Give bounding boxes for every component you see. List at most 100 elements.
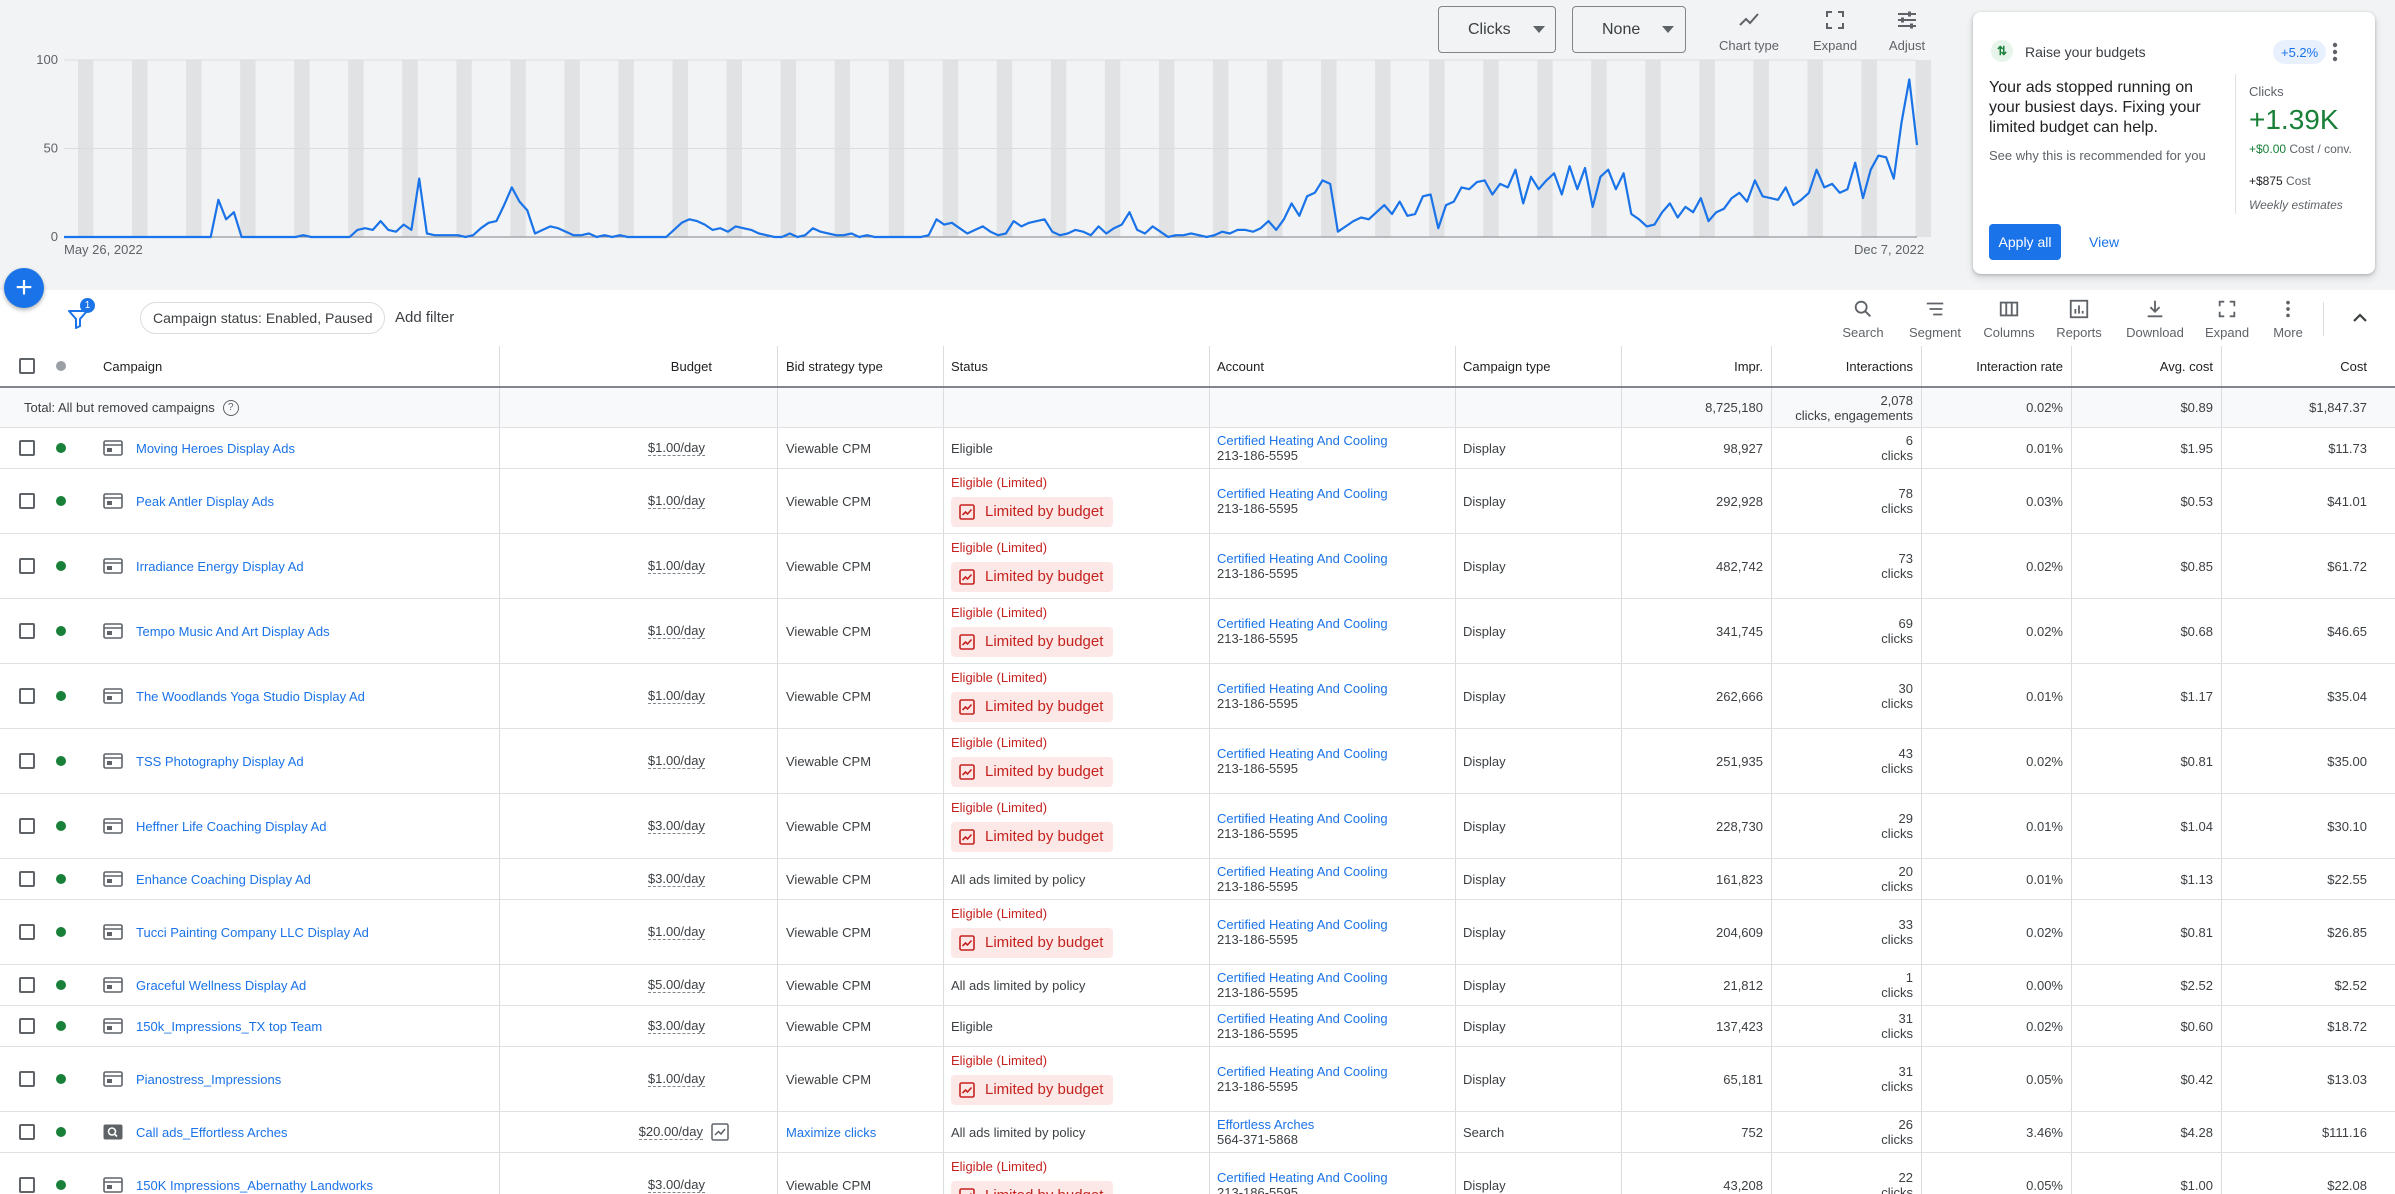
limited-by-budget-chip[interactable]: Limited by budget bbox=[951, 1075, 1114, 1105]
budget-value[interactable]: $3.00/day bbox=[647, 818, 705, 834]
header-campaign[interactable]: Campaign bbox=[103, 346, 500, 386]
account-name-link[interactable]: Certified Heating And Cooling bbox=[1217, 433, 1388, 448]
account-name-link[interactable]: Certified Heating And Cooling bbox=[1217, 681, 1388, 696]
columns-button[interactable]: Columns bbox=[1973, 298, 2045, 340]
header-cost[interactable]: Cost bbox=[2340, 358, 2367, 374]
campaign-name-link[interactable]: Moving Heroes Display Ads bbox=[136, 440, 295, 456]
help-icon[interactable]: ? bbox=[222, 399, 239, 416]
add-filter-button[interactable]: Add filter bbox=[395, 309, 455, 326]
budget-value[interactable]: $1.00/day bbox=[647, 1071, 705, 1087]
campaign-name-link[interactable]: Graceful Wellness Display Ad bbox=[136, 977, 307, 993]
row-checkbox[interactable] bbox=[19, 493, 35, 509]
enabled-status-dot[interactable] bbox=[56, 927, 66, 937]
campaign-name-link[interactable]: Heffner Life Coaching Display Ad bbox=[136, 818, 327, 834]
account-name-link[interactable]: Certified Heating And Cooling bbox=[1217, 486, 1388, 501]
header-status[interactable]: Status bbox=[944, 346, 1210, 386]
account-name-link[interactable]: Certified Heating And Cooling bbox=[1217, 1170, 1388, 1185]
budget-value[interactable]: $1.00/day bbox=[647, 753, 705, 769]
account-name-link[interactable]: Certified Heating And Cooling bbox=[1217, 1064, 1388, 1079]
campaign-name-link[interactable]: Call ads_Effortless Arches bbox=[136, 1124, 288, 1140]
account-name-link[interactable]: Certified Heating And Cooling bbox=[1217, 970, 1388, 985]
chart-type-button[interactable]: Chart type bbox=[1709, 8, 1789, 53]
campaign-name-link[interactable]: Tempo Music And Art Display Ads bbox=[136, 623, 330, 639]
budget-value[interactable]: $1.00/day bbox=[647, 924, 705, 940]
header-interaction-rate[interactable]: Interaction rate bbox=[1922, 346, 2072, 386]
account-name-link[interactable]: Certified Heating And Cooling bbox=[1217, 1011, 1388, 1026]
view-button[interactable]: View bbox=[2089, 234, 2120, 250]
campaign-status-filter-chip[interactable]: Campaign status: Enabled, Paused bbox=[140, 302, 386, 334]
status-dot-icon[interactable] bbox=[56, 361, 66, 371]
header-account[interactable]: Account bbox=[1210, 346, 1456, 386]
more-vert-icon[interactable] bbox=[2323, 38, 2347, 66]
metric-2-dropdown[interactable]: None bbox=[1572, 6, 1686, 53]
row-checkbox[interactable] bbox=[19, 440, 35, 456]
budget-value[interactable]: $1.00/day bbox=[647, 558, 705, 574]
chart-expand-button[interactable]: Expand bbox=[1795, 8, 1875, 53]
row-checkbox[interactable] bbox=[19, 1177, 35, 1193]
row-checkbox[interactable] bbox=[19, 1018, 35, 1034]
account-name-link[interactable]: Certified Heating And Cooling bbox=[1217, 551, 1388, 566]
row-checkbox[interactable] bbox=[19, 924, 35, 940]
account-name-link[interactable]: Certified Heating And Cooling bbox=[1217, 917, 1388, 932]
campaign-name-link[interactable]: Irradiance Energy Display Ad bbox=[136, 558, 304, 574]
header-campaign-type[interactable]: Campaign type bbox=[1456, 346, 1622, 386]
enabled-status-dot[interactable] bbox=[56, 1127, 66, 1137]
budget-value[interactable]: $3.00/day bbox=[647, 1018, 705, 1034]
header-avg-cost[interactable]: Avg. cost bbox=[2072, 346, 2222, 386]
budget-value[interactable]: $1.00/day bbox=[647, 623, 705, 639]
budget-value[interactable]: $1.00/day bbox=[647, 440, 705, 456]
limited-by-budget-chip[interactable]: Limited by budget bbox=[951, 692, 1114, 722]
limited-by-budget-chip[interactable]: Limited by budget bbox=[951, 757, 1114, 787]
row-checkbox[interactable] bbox=[19, 1071, 35, 1087]
campaign-name-link[interactable]: TSS Photography Display Ad bbox=[136, 753, 304, 769]
account-name-link[interactable]: Certified Heating And Cooling bbox=[1217, 616, 1388, 631]
row-checkbox[interactable] bbox=[19, 753, 35, 769]
limited-by-budget-chip[interactable]: Limited by budget bbox=[951, 627, 1114, 657]
campaign-name-link[interactable]: Peak Antler Display Ads bbox=[136, 493, 275, 509]
campaign-name-link[interactable]: 150K Impressions_Abernathy Landworks bbox=[136, 1177, 374, 1193]
budget-value[interactable]: $1.00/day bbox=[647, 493, 705, 509]
row-checkbox[interactable] bbox=[19, 818, 35, 834]
limited-by-budget-chip[interactable]: Limited by budget bbox=[951, 1181, 1114, 1194]
campaign-name-link[interactable]: Enhance Coaching Display Ad bbox=[136, 871, 311, 887]
enabled-status-dot[interactable] bbox=[56, 1021, 66, 1031]
bid-strategy-link[interactable]: Maximize clicks bbox=[786, 1124, 877, 1140]
header-interactions[interactable]: Interactions bbox=[1772, 346, 1922, 386]
row-checkbox[interactable] bbox=[19, 623, 35, 639]
enabled-status-dot[interactable] bbox=[56, 626, 66, 636]
enabled-status-dot[interactable] bbox=[56, 980, 66, 990]
chevron-up-icon[interactable] bbox=[2348, 306, 2372, 330]
account-name-link[interactable]: Certified Heating And Cooling bbox=[1217, 864, 1388, 879]
limited-by-budget-chip[interactable]: Limited by budget bbox=[951, 928, 1114, 958]
budget-value[interactable]: $3.00/day bbox=[647, 1177, 705, 1193]
budget-value[interactable]: $5.00/day bbox=[647, 977, 705, 993]
apply-all-button[interactable]: Apply all bbox=[1989, 224, 2061, 260]
enabled-status-dot[interactable] bbox=[56, 821, 66, 831]
budget-trend-icon[interactable] bbox=[711, 1123, 729, 1141]
budget-value[interactable]: $1.00/day bbox=[647, 688, 705, 704]
header-impressions[interactable]: Impr. bbox=[1622, 346, 1772, 386]
row-checkbox[interactable] bbox=[19, 1124, 35, 1140]
enabled-status-dot[interactable] bbox=[56, 443, 66, 453]
row-checkbox[interactable] bbox=[19, 871, 35, 887]
limited-by-budget-chip[interactable]: Limited by budget bbox=[951, 562, 1114, 592]
enabled-status-dot[interactable] bbox=[56, 874, 66, 884]
row-checkbox[interactable] bbox=[19, 558, 35, 574]
limited-by-budget-chip[interactable]: Limited by budget bbox=[951, 497, 1114, 527]
add-campaign-button[interactable]: + bbox=[4, 268, 44, 308]
header-bid-strategy[interactable]: Bid strategy type bbox=[778, 346, 944, 386]
header-budget[interactable]: Budget bbox=[500, 346, 778, 386]
account-name-link[interactable]: Certified Heating And Cooling bbox=[1217, 746, 1388, 761]
enabled-status-dot[interactable] bbox=[56, 691, 66, 701]
enabled-status-dot[interactable] bbox=[56, 496, 66, 506]
search-button[interactable]: Search bbox=[1827, 298, 1899, 340]
enabled-status-dot[interactable] bbox=[56, 1180, 66, 1190]
account-name-link[interactable]: Effortless Arches bbox=[1217, 1117, 1315, 1132]
campaign-name-link[interactable]: 150k_Impressions_TX top Team bbox=[136, 1018, 323, 1034]
download-button[interactable]: Download bbox=[2119, 298, 2191, 340]
campaign-name-link[interactable]: The Woodlands Yoga Studio Display Ad bbox=[136, 688, 365, 704]
metric-1-dropdown[interactable]: Clicks bbox=[1438, 6, 1556, 53]
enabled-status-dot[interactable] bbox=[56, 756, 66, 766]
campaign-name-link[interactable]: Tucci Painting Company LLC Display Ad bbox=[136, 924, 369, 940]
table-expand-button[interactable]: Expand bbox=[2191, 298, 2263, 340]
